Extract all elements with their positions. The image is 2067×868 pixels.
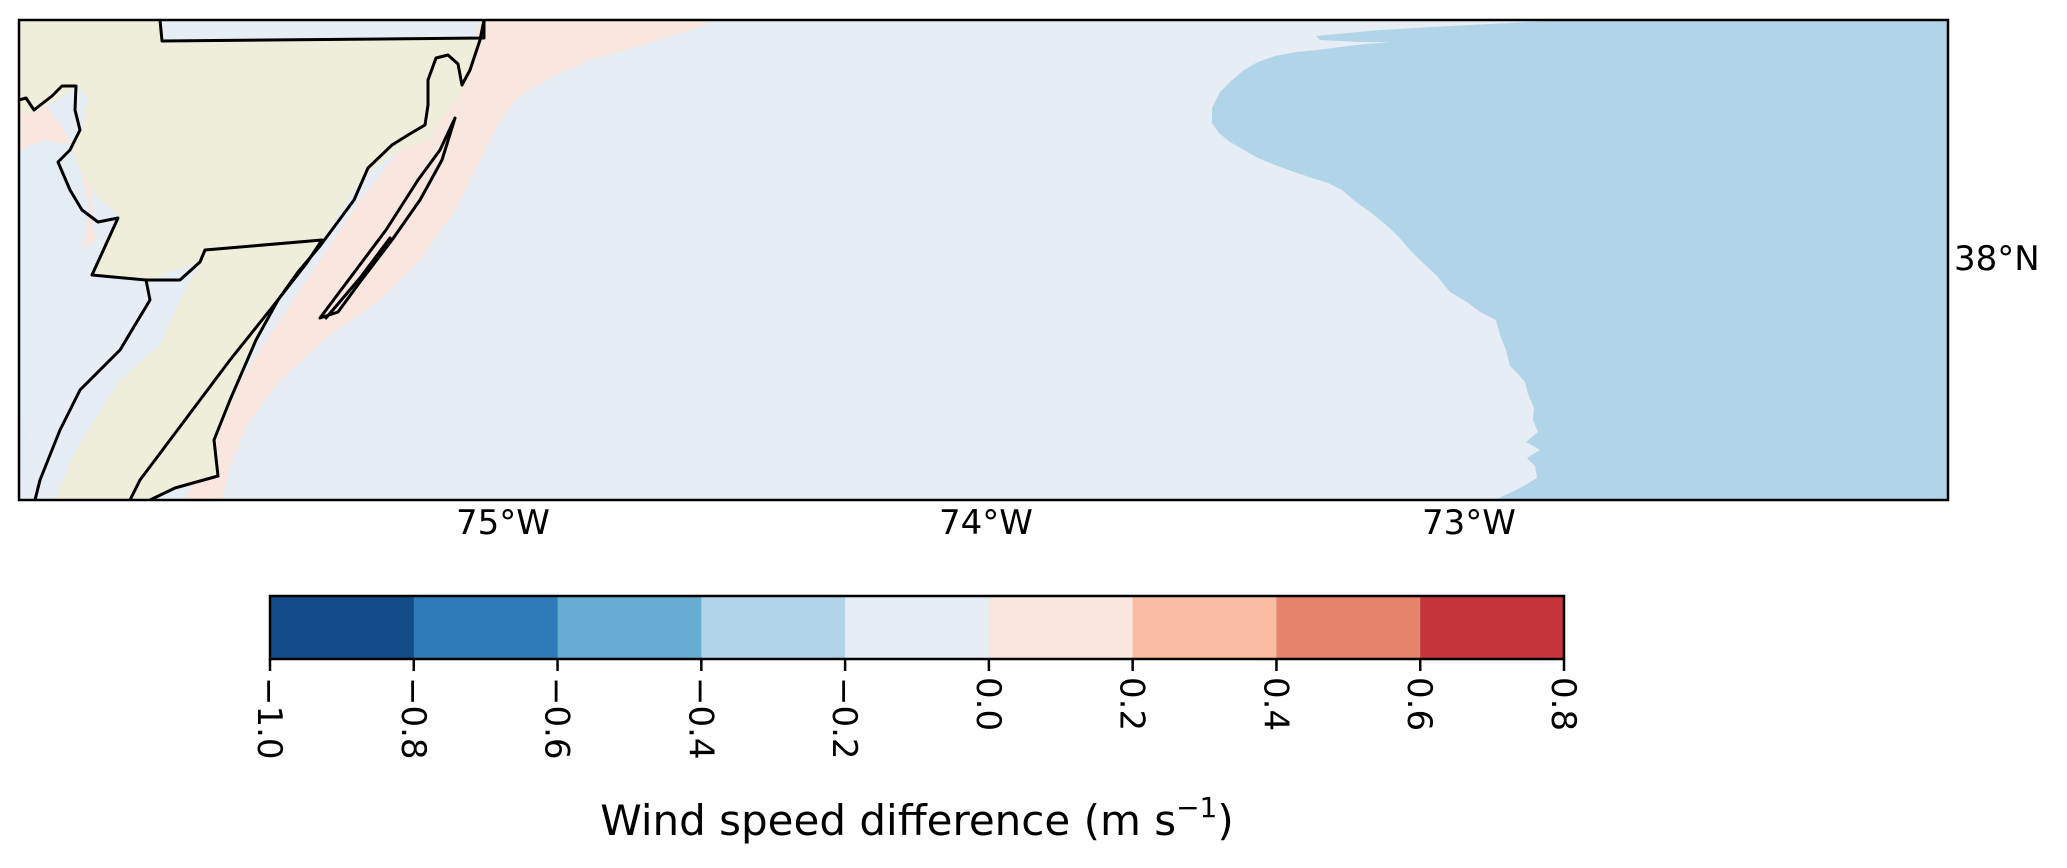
lon-tick-label: 75°W xyxy=(456,503,550,543)
offshore-negative-area xyxy=(1212,20,1948,500)
colorbar-bin xyxy=(845,596,990,659)
colorbar-bin xyxy=(413,596,559,659)
colorbar-frame xyxy=(268,594,1566,661)
colorbar-tick-label: 0.6 xyxy=(1399,677,1439,731)
colorbar-tick-label: −0.2 xyxy=(824,677,864,760)
colorbar-bin xyxy=(1420,596,1565,659)
colorbar-tick-label: −0.8 xyxy=(393,677,433,760)
colorbar: −1.0 −0.8 −0.6 −0.4 −0.2 0.0 0.2 0.4 0.6 0.8 xyxy=(249,596,1583,760)
state-border-south xyxy=(33,278,152,500)
inner-bay-shore xyxy=(324,236,392,320)
colorbar-tick-label: 0.0 xyxy=(968,677,1008,731)
colorbar-bin xyxy=(270,596,415,659)
map-frame xyxy=(17,18,1950,502)
lon-tick-label: 74°W xyxy=(939,503,1033,543)
inland-water-area xyxy=(19,140,90,500)
colorbar-tick-label: −0.6 xyxy=(537,677,577,760)
map-panel xyxy=(19,20,1948,500)
lon-tick-label: 73°W xyxy=(1422,503,1516,543)
colorbar-bin xyxy=(701,596,846,659)
colorbar-tick-label: 0.8 xyxy=(1543,677,1583,731)
colorbar-tick-label: −1.0 xyxy=(249,677,289,760)
colorbar-label-exponent: −1 xyxy=(1176,791,1217,824)
state-border-north xyxy=(158,20,486,43)
colorbar-bin xyxy=(1276,596,1421,659)
colorbar-tick-label: −0.4 xyxy=(680,677,720,760)
colorbar-bin xyxy=(1132,596,1277,659)
colorbar-label-close: ) xyxy=(1217,796,1233,845)
colorbar-bin xyxy=(557,596,702,659)
land-area xyxy=(19,20,484,500)
colorbar-tick-label: 0.2 xyxy=(1112,677,1152,731)
coastlines xyxy=(19,20,486,500)
lon-tick-labels: 75°W 74°W 73°W xyxy=(456,503,1516,543)
coastline-peninsula-west xyxy=(19,84,324,500)
colorbar-label: Wind speed difference (m s−1) xyxy=(600,791,1234,845)
positive-band-area xyxy=(185,20,716,500)
coastline-mainland xyxy=(148,20,486,500)
colorbar-tick-label: 0.4 xyxy=(1255,677,1295,731)
colorbar-bin xyxy=(988,596,1134,659)
colorbar-label-main: Wind speed difference (m s xyxy=(600,796,1176,845)
lat-tick-label: 38°N xyxy=(1954,239,2040,279)
